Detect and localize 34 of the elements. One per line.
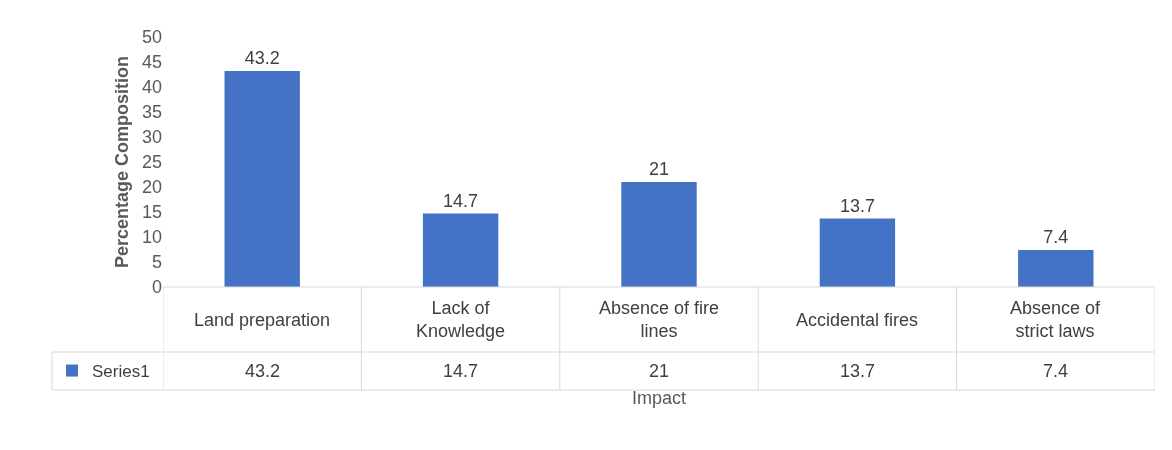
text: 43.2	[244, 48, 280, 68]
bar	[1018, 250, 1094, 287]
y-tick-label: 40	[141, 77, 162, 98]
data-label: 13.7	[840, 361, 876, 381]
text: 14.7	[443, 190, 479, 211]
data-label: 21	[649, 361, 670, 381]
y-tick-label: 5	[151, 252, 162, 273]
text: 7.4	[1043, 227, 1069, 247]
y-tick-label: 10	[141, 227, 162, 248]
x-tick-label: Land preparation	[194, 310, 331, 330]
y-tick-label: 25	[141, 152, 162, 173]
y-tick-label: 35	[141, 102, 162, 123]
data-label: 14.7	[443, 361, 479, 381]
y-tick-label: 15	[141, 202, 162, 223]
bar	[819, 218, 896, 287]
x-tick-label: Absence of strict laws	[1010, 298, 1102, 342]
bar	[422, 213, 499, 287]
x-tick-label: Absence of fire lines	[599, 298, 720, 342]
x-tick-label: Lack of Knowledge	[416, 298, 506, 342]
x-tick-label: Accidental fires	[796, 310, 919, 330]
text: 21	[648, 159, 670, 179]
y-axis-title: Percentage Composition	[112, 55, 133, 269]
text: 13.7	[839, 195, 875, 216]
data-label: 43.2	[245, 361, 281, 381]
bar	[621, 182, 697, 287]
y-tick-label: 20	[141, 177, 162, 198]
data-label: 7.4	[1043, 361, 1069, 381]
y-tick-label: 45	[141, 52, 162, 73]
x-axis-title: Impact	[632, 388, 687, 408]
y-tick-label: 50	[141, 27, 162, 48]
bar	[224, 71, 300, 287]
y-tick-label: 0	[151, 277, 162, 298]
legend-label: Series1	[92, 362, 150, 382]
y-tick-label: 30	[141, 127, 162, 148]
